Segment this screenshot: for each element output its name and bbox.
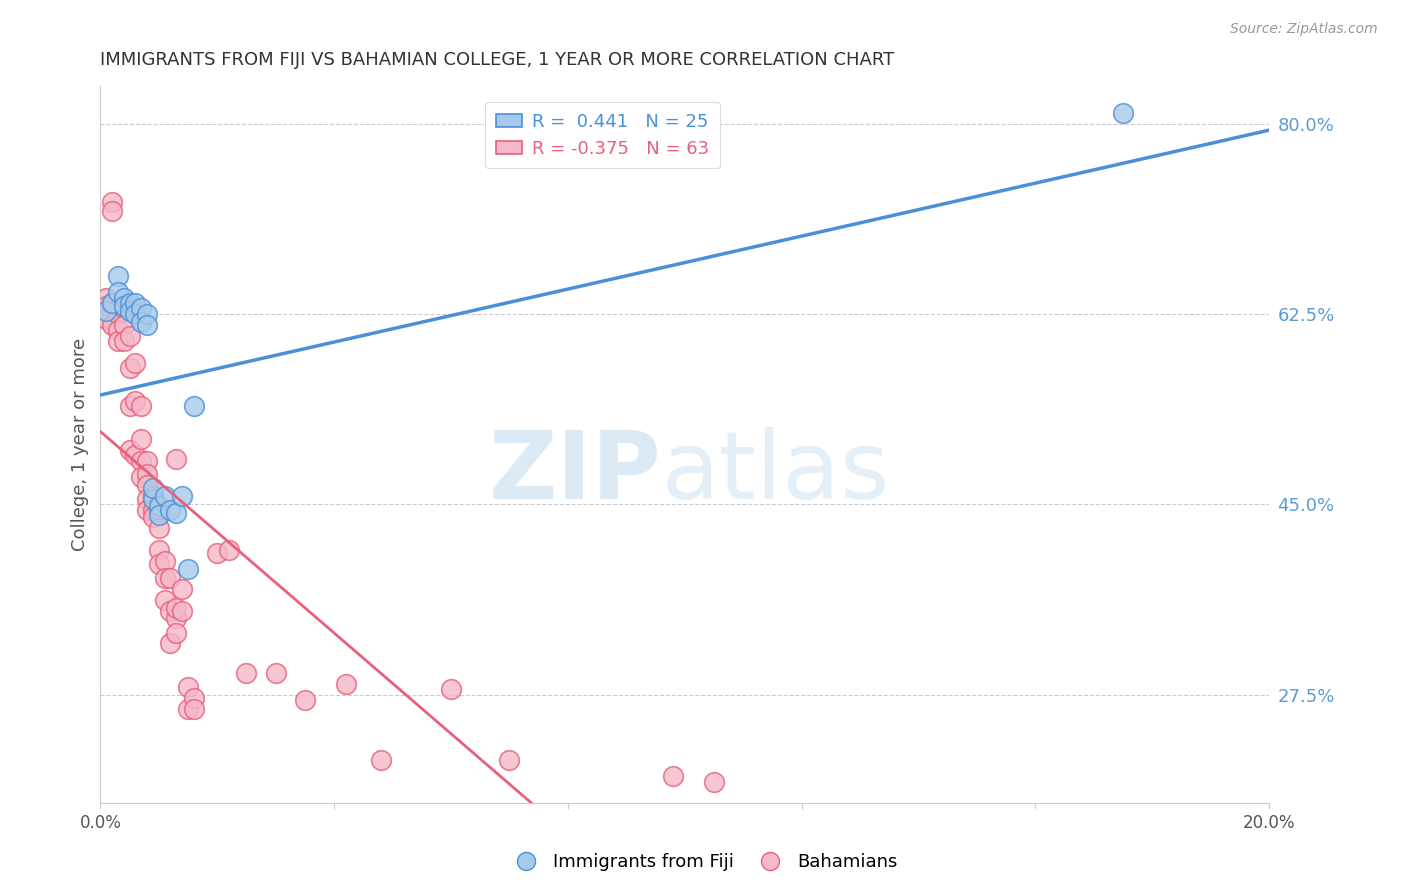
Point <box>142 491 165 506</box>
Point <box>165 600 187 615</box>
Point <box>101 296 124 310</box>
Point <box>142 481 165 495</box>
Point <box>118 400 141 414</box>
Point <box>118 303 141 318</box>
Point <box>148 557 170 571</box>
Point <box>124 307 146 321</box>
Point <box>218 542 240 557</box>
Point <box>235 665 257 680</box>
Point <box>107 334 129 348</box>
Point <box>172 604 194 618</box>
Point <box>335 676 357 690</box>
Point <box>107 285 129 300</box>
Point <box>148 500 170 514</box>
Point <box>112 334 135 348</box>
Y-axis label: College, 1 year or more: College, 1 year or more <box>72 338 89 551</box>
Point <box>148 502 170 516</box>
Point <box>294 693 316 707</box>
Point <box>165 451 187 466</box>
Point <box>118 296 141 310</box>
Point <box>153 489 176 503</box>
Point <box>112 291 135 305</box>
Point <box>264 665 287 680</box>
Point <box>662 769 685 783</box>
Point <box>107 268 129 283</box>
Point <box>136 318 159 332</box>
Point <box>183 690 205 705</box>
Point <box>129 301 152 316</box>
Point <box>96 303 118 318</box>
Point <box>370 753 392 767</box>
Point <box>136 467 159 481</box>
Point <box>172 582 194 596</box>
Point <box>498 753 520 767</box>
Point <box>107 307 129 321</box>
Point <box>153 593 176 607</box>
Point <box>101 203 124 218</box>
Point <box>112 299 135 313</box>
Point <box>129 470 152 484</box>
Point <box>159 636 181 650</box>
Point <box>142 489 165 503</box>
Point <box>124 448 146 462</box>
Point <box>136 453 159 467</box>
Point <box>159 502 181 516</box>
Point <box>101 296 124 310</box>
Point <box>183 400 205 414</box>
Point <box>96 291 118 305</box>
Point <box>101 194 124 209</box>
Point <box>159 604 181 618</box>
Point <box>124 356 146 370</box>
Point <box>148 521 170 535</box>
Point <box>96 299 118 313</box>
Point <box>153 554 176 568</box>
Point <box>136 307 159 321</box>
Point <box>165 611 187 625</box>
Point <box>177 701 200 715</box>
Point <box>118 361 141 376</box>
Point <box>129 400 152 414</box>
Point <box>124 296 146 310</box>
Text: Source: ZipAtlas.com: Source: ZipAtlas.com <box>1230 22 1378 37</box>
Point <box>1112 105 1135 120</box>
Point <box>177 562 200 576</box>
Point <box>440 682 463 697</box>
Point <box>129 453 152 467</box>
Point <box>129 314 152 328</box>
Point <box>205 546 228 560</box>
Point <box>112 318 135 332</box>
Point <box>136 477 159 491</box>
Point <box>142 502 165 516</box>
Point <box>165 506 187 520</box>
Point <box>153 571 176 585</box>
Point <box>136 491 159 506</box>
Point <box>136 502 159 516</box>
Point <box>703 774 725 789</box>
Point <box>159 571 181 585</box>
Point <box>148 542 170 557</box>
Point <box>172 489 194 503</box>
Point <box>129 432 152 446</box>
Text: ZIP: ZIP <box>488 427 661 519</box>
Point <box>101 318 124 332</box>
Point <box>183 701 205 715</box>
Point <box>118 328 141 343</box>
Legend: R =  0.441   N = 25, R = -0.375   N = 63: R = 0.441 N = 25, R = -0.375 N = 63 <box>485 102 720 169</box>
Point <box>142 510 165 524</box>
Point <box>124 393 146 408</box>
Point <box>148 508 170 522</box>
Text: atlas: atlas <box>661 427 890 519</box>
Point <box>96 312 118 326</box>
Point <box>118 442 141 457</box>
Point <box>177 680 200 694</box>
Point <box>112 301 135 316</box>
Text: IMMIGRANTS FROM FIJI VS BAHAMIAN COLLEGE, 1 YEAR OR MORE CORRELATION CHART: IMMIGRANTS FROM FIJI VS BAHAMIAN COLLEGE… <box>100 51 894 69</box>
Point <box>107 323 129 337</box>
Legend: Immigrants from Fiji, Bahamians: Immigrants from Fiji, Bahamians <box>501 847 905 879</box>
Point <box>165 625 187 640</box>
